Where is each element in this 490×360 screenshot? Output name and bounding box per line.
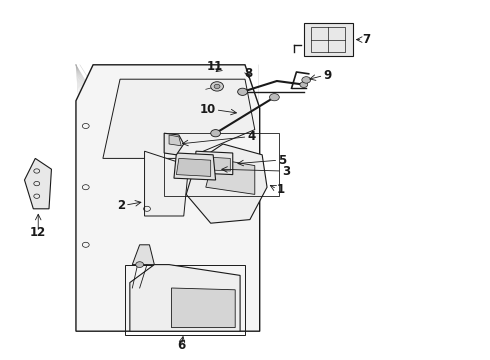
Polygon shape: [103, 79, 255, 158]
Bar: [164, 133, 279, 196]
Text: 11: 11: [207, 60, 223, 73]
Text: 1: 1: [277, 183, 285, 195]
Text: 10: 10: [199, 103, 216, 116]
Circle shape: [300, 82, 308, 87]
Polygon shape: [164, 133, 184, 155]
Circle shape: [211, 82, 223, 91]
Polygon shape: [176, 158, 211, 176]
Bar: [125, 265, 245, 335]
Circle shape: [211, 130, 220, 137]
Polygon shape: [304, 23, 353, 56]
Text: 9: 9: [323, 69, 332, 82]
Polygon shape: [132, 245, 154, 265]
Polygon shape: [145, 151, 189, 216]
Circle shape: [136, 262, 144, 267]
Polygon shape: [76, 65, 260, 331]
Polygon shape: [169, 135, 181, 146]
Text: 12: 12: [30, 226, 47, 239]
Circle shape: [214, 84, 220, 89]
Polygon shape: [186, 144, 267, 223]
Polygon shape: [206, 158, 255, 194]
Text: 8: 8: [244, 67, 252, 80]
Polygon shape: [196, 157, 230, 171]
Text: 7: 7: [363, 33, 371, 46]
Polygon shape: [194, 151, 233, 175]
Circle shape: [238, 88, 247, 95]
Text: 3: 3: [282, 165, 290, 177]
Text: 5: 5: [278, 154, 287, 167]
Circle shape: [270, 94, 279, 101]
Polygon shape: [174, 153, 216, 180]
Polygon shape: [24, 158, 51, 209]
Text: 4: 4: [247, 130, 256, 143]
Circle shape: [302, 77, 311, 83]
Text: 2: 2: [117, 199, 125, 212]
Polygon shape: [172, 288, 235, 328]
Polygon shape: [130, 265, 240, 331]
Text: 6: 6: [177, 339, 185, 352]
